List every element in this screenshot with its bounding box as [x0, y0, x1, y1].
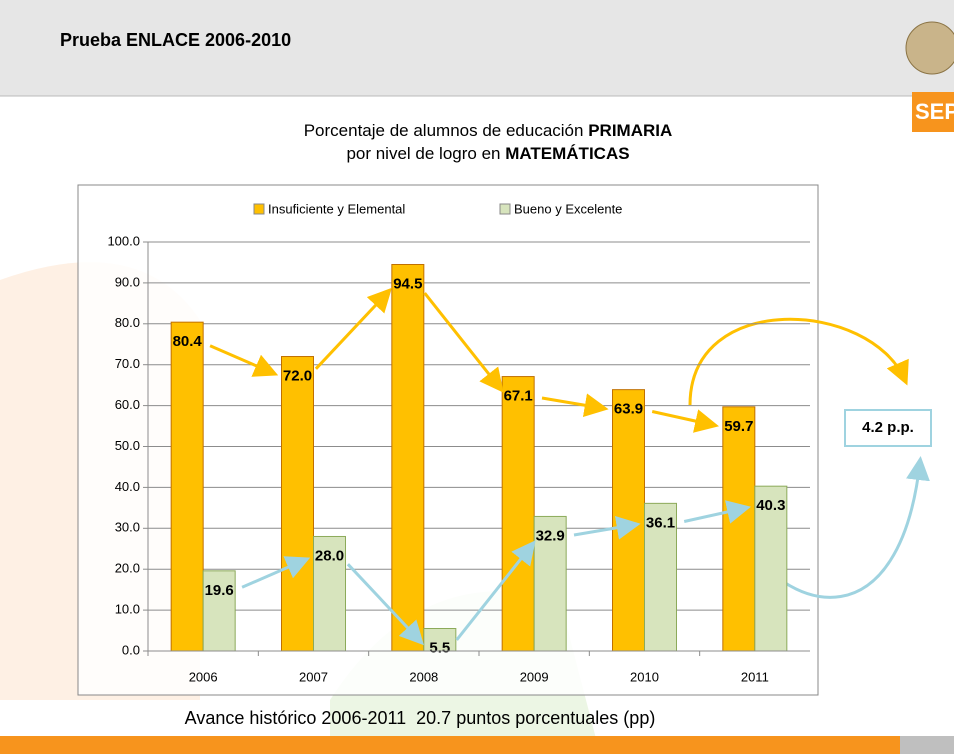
bar	[281, 356, 314, 652]
bar	[644, 502, 677, 652]
trend-arrow	[423, 292, 504, 393]
data-label: 94.5	[393, 275, 422, 292]
legend-swatch	[253, 203, 265, 215]
logo-text: SEP	[915, 99, 954, 124]
annotation-arrow	[688, 317, 909, 406]
legend-label: Insuficiente y Elemental	[268, 201, 405, 216]
trend-arrow	[541, 393, 609, 418]
data-label: 5.5	[429, 639, 450, 656]
data-label: 36.1	[646, 514, 675, 531]
trend-arrow	[241, 556, 311, 589]
data-label: 80.4	[173, 333, 203, 350]
data-label: 72.0	[283, 367, 312, 384]
data-label: 67.1	[504, 388, 533, 405]
annotation-box	[844, 409, 932, 447]
y-tick-label: 70.0	[115, 356, 140, 371]
legend-swatch	[499, 203, 511, 215]
bar	[612, 389, 645, 652]
trend-arrow	[346, 563, 424, 646]
footer-band	[900, 736, 954, 754]
bar	[501, 376, 535, 652]
trend-arrow	[683, 500, 752, 524]
chart-title-line: por nivel de logro en MATEMÁTICAS	[346, 144, 629, 163]
x-tick-label: 2011	[741, 669, 769, 684]
x-tick-label: 2007	[299, 669, 328, 684]
trend-arrow	[209, 344, 279, 377]
y-tick-label: 30.0	[115, 520, 140, 535]
footnote: Avance histórico 2006-2011 20.7 puntos p…	[185, 708, 656, 728]
x-tick-label: 2009	[520, 669, 549, 684]
logo-box	[912, 92, 954, 132]
y-tick-label: 10.0	[115, 602, 140, 617]
bar	[754, 485, 788, 652]
header-band	[0, 0, 954, 96]
bar	[533, 515, 567, 652]
y-tick-label: 80.0	[115, 315, 140, 330]
bar	[722, 406, 756, 652]
annotation: 4.2 p.p.	[862, 419, 914, 436]
y-tick-label: 0.0	[122, 642, 140, 657]
x-tick-label: 2008	[409, 669, 438, 684]
y-tick-label: 50.0	[115, 438, 140, 453]
x-tick-label: 2010	[630, 669, 659, 684]
trend-arrow	[573, 515, 641, 540]
data-label: 32.9	[536, 527, 565, 544]
y-tick-label: 40.0	[115, 479, 140, 494]
footer-band	[0, 736, 900, 754]
trend-arrow	[651, 409, 720, 433]
data-label: 28.0	[315, 547, 344, 564]
y-tick-label: 100.0	[107, 233, 140, 248]
y-tick-label: 60.0	[115, 397, 140, 412]
x-tick-label: 2006	[189, 669, 218, 684]
data-label: 40.3	[756, 497, 785, 514]
logo-seal	[905, 21, 954, 75]
data-label: 63.9	[614, 401, 643, 418]
bar	[170, 321, 204, 652]
data-label: 59.7	[724, 418, 753, 435]
y-tick-label: 20.0	[115, 561, 140, 576]
legend-label: Bueno y Excelente	[514, 201, 622, 216]
trend-arrow	[455, 540, 536, 641]
trend-arrow	[314, 287, 392, 370]
slide-title: Prueba ENLACE 2006-2010	[60, 30, 291, 50]
bar	[391, 263, 425, 652]
data-label: 19.6	[205, 582, 234, 599]
y-tick-label: 90.0	[115, 274, 140, 289]
chart-title-line: Porcentaje de alumnos de educación PRIMA…	[304, 121, 673, 140]
